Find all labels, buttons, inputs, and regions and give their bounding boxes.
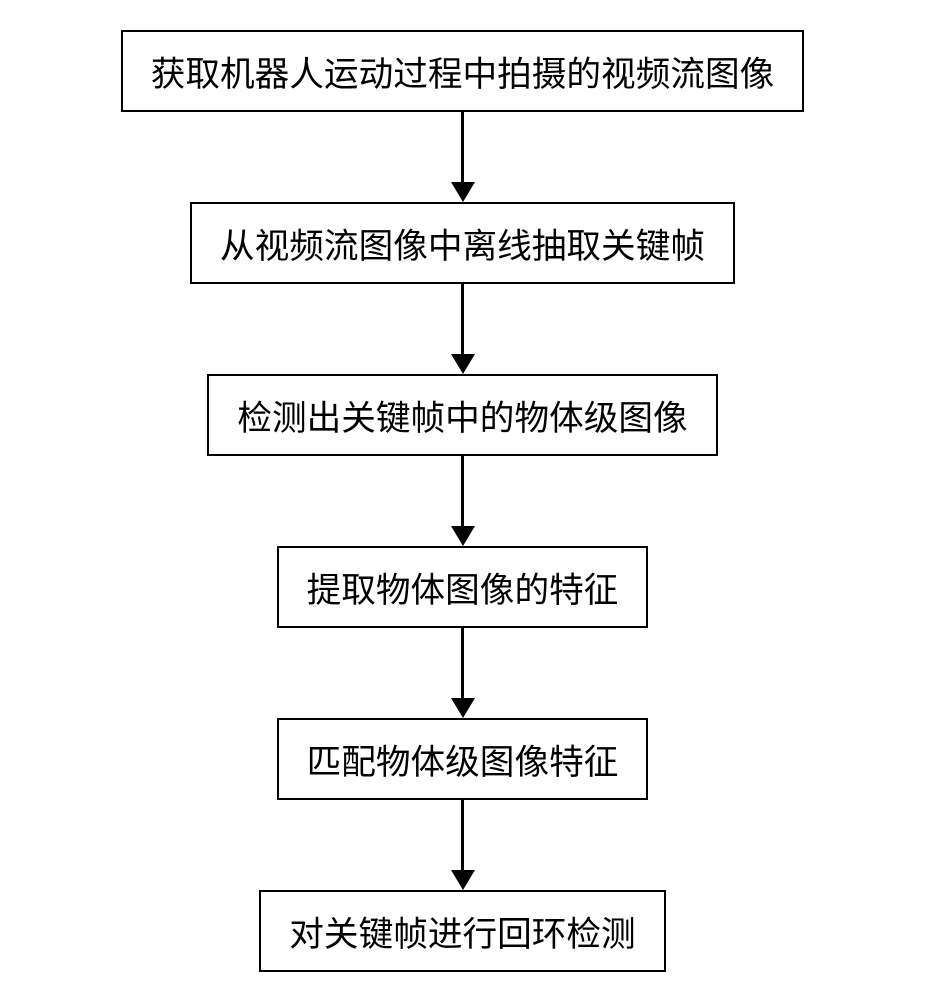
arrow-down-icon — [451, 112, 475, 202]
arrow-line — [461, 456, 464, 526]
node-label: 匹配物体级图像特征 — [307, 734, 619, 784]
arrow-head — [451, 698, 475, 718]
arrow-line — [461, 284, 464, 354]
node-label: 检测出关键帧中的物体级图像 — [237, 390, 687, 440]
flowchart-node: 从视频流图像中离线抽取关键帧 — [190, 202, 735, 284]
flowchart-node: 提取物体图像的特征 — [277, 546, 649, 628]
arrow-head — [451, 870, 475, 890]
flowchart-node: 获取机器人运动过程中拍摄的视频流图像 — [121, 30, 805, 112]
flowchart-node: 对关键帧进行回环检测 — [259, 890, 665, 972]
flowchart-node: 匹配物体级图像特征 — [277, 718, 649, 800]
arrow-line — [461, 112, 464, 182]
arrow-line — [461, 800, 464, 870]
arrow-down-icon — [451, 628, 475, 718]
arrow-head — [451, 182, 475, 202]
node-label: 提取物体图像的特征 — [307, 562, 619, 612]
arrow-line — [461, 628, 464, 698]
arrow-down-icon — [451, 456, 475, 546]
arrow-head — [451, 526, 475, 546]
arrow-head — [451, 354, 475, 374]
node-label: 从视频流图像中离线抽取关键帧 — [220, 218, 705, 268]
flowchart-container: 获取机器人运动过程中拍摄的视频流图像 从视频流图像中离线抽取关键帧 检测出关键帧… — [121, 30, 805, 972]
node-label: 获取机器人运动过程中拍摄的视频流图像 — [151, 46, 775, 96]
node-label: 对关键帧进行回环检测 — [289, 906, 635, 956]
arrow-down-icon — [451, 800, 475, 890]
flowchart-node: 检测出关键帧中的物体级图像 — [207, 374, 717, 456]
arrow-down-icon — [451, 284, 475, 374]
